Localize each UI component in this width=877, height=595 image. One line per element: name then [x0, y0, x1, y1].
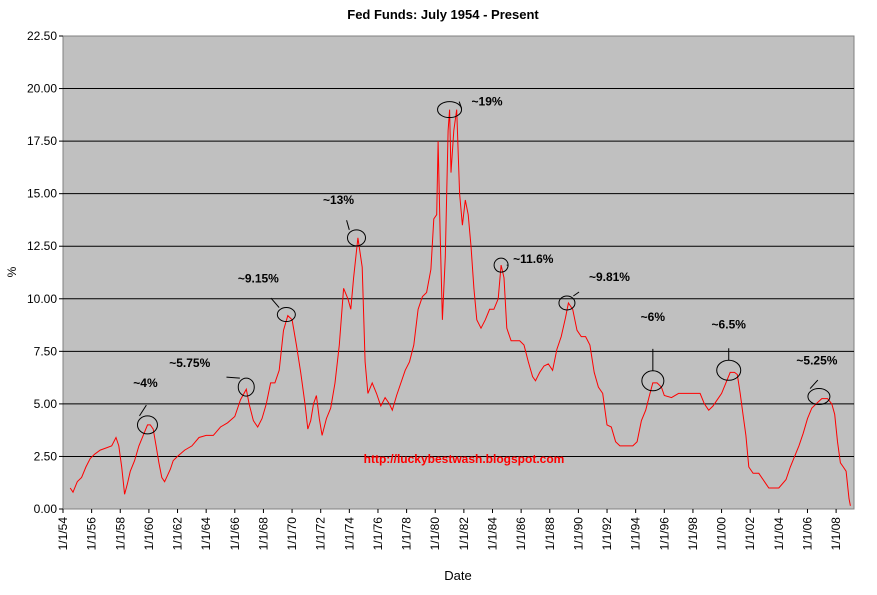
x-tick-label: 1/1/86 [514, 517, 528, 551]
annotation-label: ~13% [323, 193, 354, 207]
x-tick-label: 1/1/66 [228, 517, 242, 551]
x-tick-label: 1/1/76 [371, 517, 385, 551]
y-tick-label: 7.50 [34, 344, 58, 358]
annotation-circle [276, 307, 296, 323]
annotation-circle [493, 257, 509, 273]
x-tick-label: 1/1/84 [486, 517, 500, 551]
x-tick-label: 1/1/60 [142, 517, 156, 551]
x-tick-label: 1/1/58 [113, 517, 127, 551]
y-tick-label: 15.00 [27, 187, 57, 201]
y-axis-ticks: 0.00 2.50 5.00 7.50 10.00 12.50 15.00 17.50 20.0… [27, 29, 63, 516]
plot-area [62, 35, 855, 510]
x-tick-label: 1/1/54 [56, 517, 70, 551]
annotation-label: ~6% [641, 310, 666, 324]
annotation-label: ~11.6% [513, 252, 554, 266]
annotation-leader [270, 297, 280, 308]
x-tick-label: 1/1/90 [571, 517, 585, 551]
chart-title: Fed Funds: July 1954 - Present [347, 7, 539, 22]
y-tick-label: 2.50 [34, 449, 58, 463]
x-tick-label: 1/1/64 [199, 517, 213, 551]
x-tick-label: 1/1/68 [256, 517, 270, 551]
annotation-leader [458, 101, 463, 109]
y-tick-label: 20.00 [27, 82, 57, 96]
y-axis-label: % [5, 266, 19, 277]
y-tick-label: 17.50 [27, 134, 57, 148]
x-tick-label: 1/1/70 [285, 517, 299, 551]
x-tick-label: 1/1/08 [829, 517, 843, 551]
annotation-leader [346, 220, 350, 230]
annotation-label: ~5.75% [169, 356, 210, 370]
x-tick-label: 1/1/98 [686, 517, 700, 551]
annotation-leader [573, 291, 580, 297]
x-axis-label: Date [444, 568, 471, 583]
x-tick-label: 1/1/02 [743, 517, 757, 551]
annotation-label: ~9.81% [589, 270, 630, 284]
annotation-circle [807, 388, 831, 406]
watermark-text: http://luckybestwash.blogspot.com [364, 452, 565, 466]
x-tick-label: 1/1/56 [85, 517, 99, 551]
annotation-label: ~6.5% [712, 317, 747, 331]
x-tick-label: 1/1/96 [657, 517, 671, 551]
x-tick-label: 1/1/88 [543, 517, 557, 551]
x-tick-label: 1/1/00 [715, 517, 729, 551]
annotation-label: ~19% [472, 95, 503, 109]
x-tick-label: 1/1/94 [629, 517, 643, 551]
annotation-label: ~5.25% [796, 354, 837, 368]
x-axis-ticks: 1/1/54 1/1/56 1/1/58 1/1/60 1/1/62 1/1/64 1/1/… [56, 509, 843, 550]
x-tick-label: 1/1/04 [772, 517, 786, 551]
annotation-circle [136, 415, 158, 435]
x-tick-label: 1/1/78 [400, 517, 414, 551]
annotation-label: ~4% [133, 376, 158, 390]
annotation-circle [437, 101, 463, 119]
y-tick-label: 22.50 [27, 29, 57, 43]
x-tick-label: 1/1/74 [342, 517, 356, 551]
series-line-fed-funds [69, 109, 851, 506]
x-tick-label: 1/1/72 [314, 517, 328, 551]
annotation-circle [346, 229, 366, 247]
x-tick-label: 1/1/82 [457, 517, 471, 551]
annotation-circle [558, 295, 576, 311]
x-tick-label: 1/1/06 [800, 517, 814, 551]
y-tick-label: 0.00 [34, 502, 58, 516]
y-tick-label: 5.00 [34, 397, 58, 411]
annotation-leader [226, 376, 240, 379]
y-tick-label: 10.00 [27, 292, 57, 306]
x-tick-label: 1/1/62 [171, 517, 185, 551]
y-tick-label: 12.50 [27, 239, 57, 253]
annotation-leader [809, 379, 819, 389]
x-tick-label: 1/1/92 [600, 517, 614, 551]
annotation-label: ~9.15% [238, 272, 279, 286]
annotation-circle [237, 377, 255, 397]
annotations: ~4% ~5.75% ~9.15% ~13% ~19% ~11.6% ~9.81% ~6% ~6… [133, 95, 838, 435]
x-tick-label: 1/1/80 [428, 517, 442, 551]
gridlines [63, 88, 854, 457]
annotation-leader [139, 404, 147, 417]
